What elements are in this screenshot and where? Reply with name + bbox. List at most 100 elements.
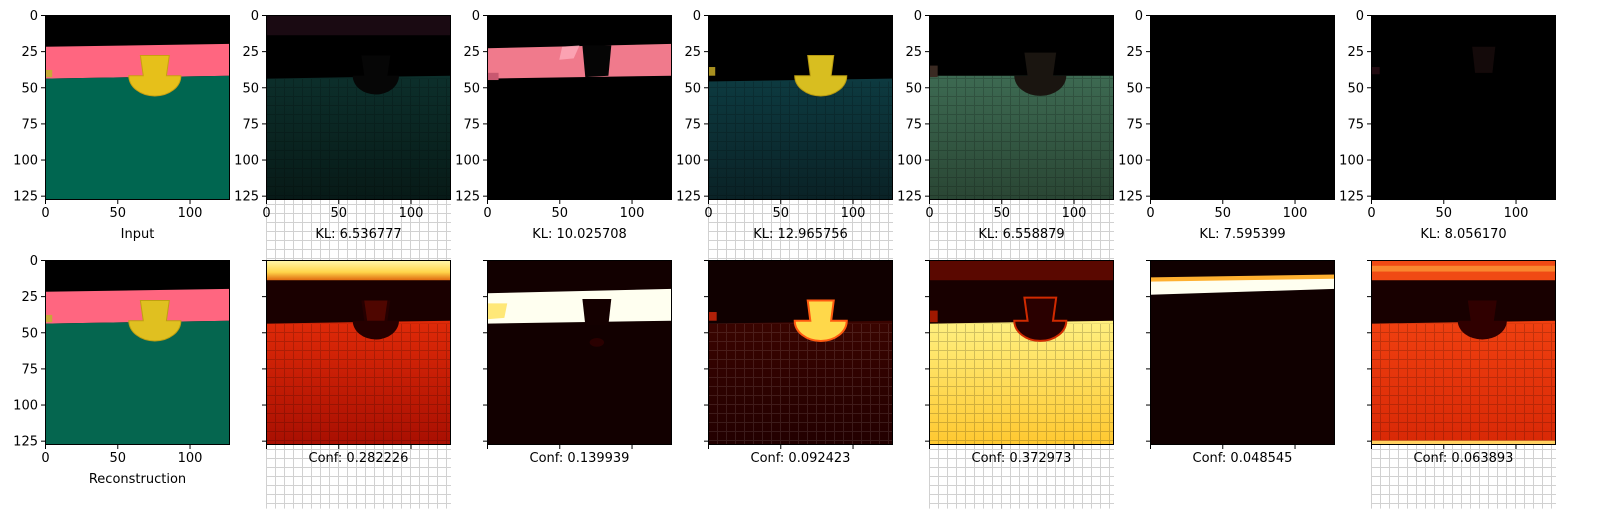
bottom-panel-4: Conf: 0.372973 [925,260,1114,509]
y-tick-label: 50 [1126,81,1143,96]
x-tick-label: 100 [620,206,645,221]
x-tick-label: 50 [772,206,789,221]
y-tick-label: 75 [1347,117,1364,132]
panel-frame [266,260,451,445]
x-tick-label: 100 [178,206,203,221]
conf-caption: Conf: 0.048545 [1193,451,1293,466]
panel-image [1371,15,1556,200]
y-tick-label: 50 [242,81,259,96]
y-tick-label: 75 [905,117,922,132]
bottom-panel-3: Conf: 0.092423 [704,260,893,509]
panel-frame [487,260,672,445]
top-panel-1: 0 50 100 0 25 50 75 100 125 KL: 6.536777 [234,9,451,264]
confidence-band [487,288,672,324]
conf-caption: Conf: 0.063893 [1414,451,1514,466]
panel-image [1150,15,1335,200]
y-tick-label: 50 [463,81,480,96]
cup-confidence [793,299,848,342]
y-tick-label: 125 [676,190,701,205]
panel-frame [708,260,893,445]
pink-band [45,288,230,324]
y-tick-label: 100 [897,154,922,169]
y-tick-label: 100 [234,154,259,169]
y-tick-label: 0 [693,9,701,24]
panel-frame [929,260,1114,445]
panel-image [266,260,451,509]
kl-caption: KL: 7.595399 [1199,227,1285,242]
y-tick-label: 100 [1339,154,1364,169]
pink-band [45,43,230,79]
kl-caption: KL: 12.965756 [753,227,848,242]
input-caption: Input [121,227,155,242]
x-tick-label: 0 [41,206,49,221]
y-tick-label: 0 [251,9,259,24]
x-tick-label: 100 [841,206,866,221]
y-tick-label: 25 [1347,45,1364,60]
x-tick-label: 0 [704,206,712,221]
y-tick-label: 125 [897,190,922,205]
panel-image [708,260,893,509]
conf-caption: Conf: 0.282226 [309,451,409,466]
x-tick-label: 100 [399,206,424,221]
y-tick-label: 25 [684,45,701,60]
top-panel-6: 0 50 100 0 25 50 75 100 125 KL: 8.056170 [1339,9,1556,242]
panel-frame [45,260,230,445]
confidence-band [1150,277,1335,295]
bottom-panel-2: Conf: 0.139939 [483,260,672,466]
y-tick-label: 0 [30,254,38,269]
panel-frame [1150,15,1335,200]
kl-caption: KL: 8.056170 [1420,227,1506,242]
panel-image [1371,260,1556,509]
y-tick-label: 50 [905,81,922,96]
yellow-cup [794,54,848,97]
top-panel-4: 0 50 100 0 25 50 75 100 125 KL: 6.558879 [897,9,1114,261]
y-tick-label: 50 [684,81,701,96]
panel-frame [1371,260,1556,445]
x-tick-label: 50 [1435,206,1452,221]
panel-image [929,260,1114,509]
x-tick-label: 50 [551,206,568,221]
x-tick-label: 100 [1504,206,1529,221]
bottom-panel-6: Conf: 0.063893 [1367,260,1556,509]
y-tick-label: 50 [21,326,38,341]
conf-caption: Conf: 0.372973 [972,451,1072,466]
x-tick-label: 0 [1367,206,1375,221]
x-tick-label: 100 [178,451,203,466]
y-tick-label: 50 [21,81,38,96]
y-tick-label: 125 [234,190,259,205]
x-tick-label: 0 [41,451,49,466]
y-tick-label: 0 [30,9,38,24]
y-tick-label: 100 [13,399,38,414]
panel-frame [266,15,451,200]
green-floor [45,75,230,200]
x-tick-label: 100 [1283,206,1308,221]
kl-caption: KL: 6.536777 [315,227,401,242]
y-tick-label: 75 [21,362,38,377]
y-tick-label: 100 [13,154,38,169]
y-tick-label: 0 [1356,9,1364,24]
y-tick-label: 25 [21,45,38,60]
yellow-cup [128,54,182,97]
pink-band [487,43,672,79]
bottom-panel-1: Conf: 0.282226 [262,260,451,509]
y-tick-label: 125 [1118,190,1143,205]
bottom-panel-5: Conf: 0.048545 [1146,260,1335,466]
x-tick-label: 50 [109,451,126,466]
y-tick-label: 0 [1135,9,1143,24]
y-tick-label: 25 [905,45,922,60]
x-tick-label: 100 [1062,206,1087,221]
y-tick-label: 125 [1339,190,1364,205]
panel-frame [929,15,1114,200]
panel-frame [45,15,230,200]
panel-image [487,15,672,200]
y-tick-label: 0 [914,9,922,24]
y-tick-label: 25 [463,45,480,60]
kl-caption: KL: 6.558879 [978,227,1064,242]
panel-image [708,15,893,267]
y-tick-label: 25 [1126,45,1143,60]
top-panel-2: 0 50 100 0 25 50 75 100 125 KL: 10.025708 [455,9,672,242]
x-tick-label: 50 [109,206,126,221]
x-tick-label: 50 [993,206,1010,221]
bottom-panel-0: 0 50 100 0 25 50 75 100 125 Reconstruction [13,254,230,487]
y-tick-label: 75 [21,117,38,132]
